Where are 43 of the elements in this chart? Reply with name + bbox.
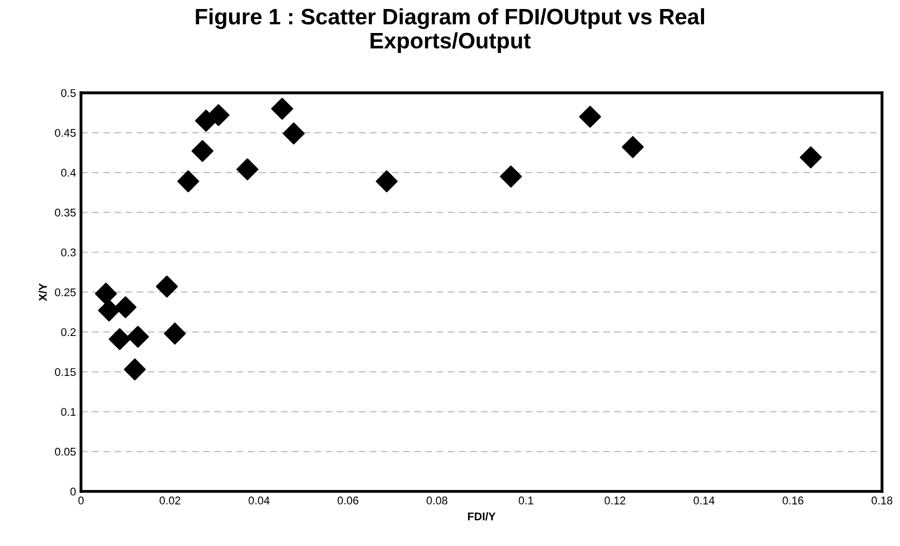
point <box>114 296 136 318</box>
point <box>800 146 822 168</box>
x-axis-title: FDI/Y <box>468 512 496 520</box>
y-tick-label: 0.15 <box>54 368 76 376</box>
x-tick-label: 0.1 <box>518 496 534 504</box>
y-axis-title: X/Y <box>38 283 47 301</box>
y-tick-label: 0.45 <box>54 128 76 137</box>
y-tick-label: 0.1 <box>61 408 76 416</box>
y-tick-label: 0.3 <box>61 248 76 256</box>
y-tick-label: 0.35 <box>54 208 76 217</box>
x-tick-label: 0.08 <box>426 496 448 504</box>
y-tick-label: 0.25 <box>54 288 76 296</box>
point <box>108 328 131 350</box>
point <box>126 326 149 348</box>
point <box>500 166 522 188</box>
point <box>208 104 230 126</box>
point <box>271 98 294 120</box>
y-tick-label: 0.5 <box>61 89 76 97</box>
y-tick-label: 0.2 <box>61 328 76 336</box>
x-tick-label: 0.04 <box>248 496 270 504</box>
point <box>376 170 398 192</box>
point <box>282 122 305 144</box>
point <box>579 106 602 128</box>
x-tick-label: 0.06 <box>338 496 358 504</box>
point <box>94 282 117 305</box>
point <box>124 358 146 380</box>
y-tick-label: 0.05 <box>54 448 76 456</box>
x-tick-label: 0.14 <box>694 496 714 504</box>
y-tick-label: 0.4 <box>61 168 76 177</box>
point <box>622 136 644 158</box>
point <box>156 276 178 298</box>
chart-title: Figure 1 : Scatter Diagram of FDI/OUtput vs Real Exports/Output <box>196 8 704 53</box>
x-tick-label: 0.02 <box>160 496 180 504</box>
x-tick-label: 0.12 <box>604 496 626 504</box>
x-tick-label: 0.16 <box>782 496 804 504</box>
x-tick-label: 0 <box>78 496 84 504</box>
point <box>177 170 200 192</box>
point <box>236 158 258 180</box>
x-tick-label: 0.18 <box>872 496 892 504</box>
point <box>164 322 186 345</box>
point <box>98 299 120 322</box>
point <box>191 140 214 162</box>
y-tick-label: 0 <box>70 488 76 496</box>
